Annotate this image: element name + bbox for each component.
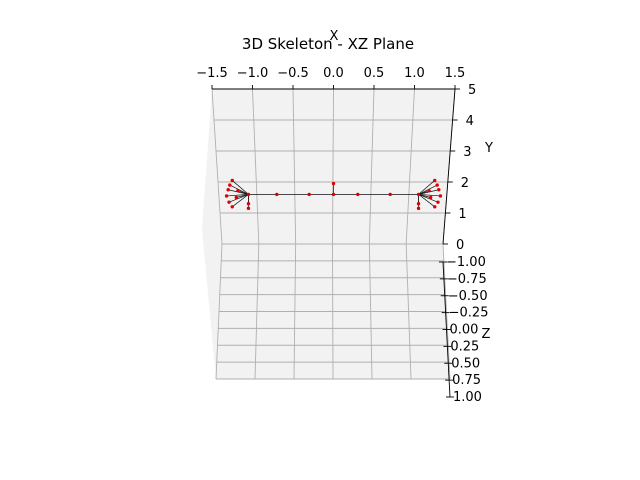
z-tick-label: 0.00 — [450, 323, 479, 338]
joint-point — [356, 193, 359, 196]
y-tick-label: 1 — [458, 207, 466, 222]
z-tick-label: 0.75 — [452, 373, 481, 388]
joint-point — [435, 183, 438, 186]
z-tick-label: −0.25 — [449, 306, 489, 321]
x-tick-label: 0.0 — [323, 66, 344, 81]
y-tick-label: 4 — [466, 114, 474, 129]
y-tick-label: 0 — [456, 238, 464, 253]
y-axis-label: Y — [484, 141, 493, 156]
z-tick-label: 1.00 — [453, 390, 482, 405]
joint-point — [236, 189, 239, 192]
joint-point — [231, 179, 234, 182]
z-tick-label: 0.50 — [451, 356, 480, 371]
joint-point — [417, 202, 420, 205]
z-tick-label: −0.75 — [447, 272, 487, 287]
axis-panes — [202, 89, 455, 379]
z-axis-label: Z — [482, 327, 491, 342]
joint-point — [228, 183, 231, 186]
joint-point — [436, 200, 439, 203]
joint-point — [247, 193, 250, 196]
x-axis-label: X — [330, 29, 339, 44]
joint-point — [332, 182, 335, 185]
joint-point — [227, 188, 230, 191]
z-tick-label: −1.00 — [446, 255, 486, 270]
y-tick-label: 2 — [461, 176, 469, 191]
joint-point — [227, 200, 230, 203]
x-tick-label: 1.5 — [445, 66, 466, 81]
joint-point — [433, 179, 436, 182]
joint-point — [247, 207, 250, 210]
joint-point — [433, 205, 436, 208]
x-tick-label: −0.5 — [277, 66, 309, 81]
chart-title: 3D Skeleton - XZ Plane — [242, 35, 414, 53]
joint-point — [417, 193, 420, 196]
joint-point — [389, 193, 392, 196]
joint-point — [437, 188, 440, 191]
x-tick-label: −1.0 — [237, 66, 269, 81]
joint-point — [231, 205, 234, 208]
y-tick-label: 5 — [468, 83, 476, 98]
joint-point — [332, 193, 335, 196]
joint-point — [247, 202, 250, 205]
joint-point — [427, 189, 430, 192]
z-tick-label: −0.50 — [448, 289, 488, 304]
x-tick-label: 0.5 — [364, 66, 385, 81]
x-tick-label: 1.0 — [404, 66, 425, 81]
joint-point — [235, 196, 238, 199]
z-tick-label: 0.25 — [450, 339, 479, 354]
joint-point — [417, 207, 420, 210]
joint-point — [225, 194, 228, 197]
joint-point — [308, 193, 311, 196]
joint-point — [275, 193, 278, 196]
x-tick-label: −1.5 — [196, 66, 228, 81]
y-tick-label: 3 — [463, 145, 471, 160]
joint-point — [439, 194, 442, 197]
joint-point — [429, 196, 432, 199]
